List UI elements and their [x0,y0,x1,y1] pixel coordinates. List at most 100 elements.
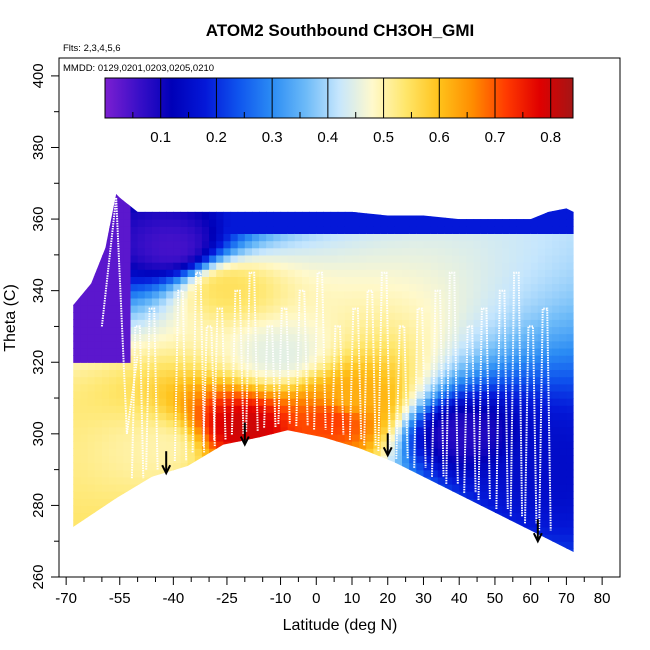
field-cell [144,297,153,306]
field-cell [509,483,517,492]
field-cell [516,269,525,277]
field-cell [273,283,282,292]
field-cell [159,376,167,385]
field-cell [566,240,574,249]
field-cell [94,290,103,299]
field-cell [459,369,467,378]
field-cell [452,398,460,406]
field-cell [366,412,374,421]
field-cell [466,340,475,349]
field-cell [523,448,532,456]
field-cell [187,419,196,428]
field-cell [287,247,296,256]
field-cell [187,219,196,227]
field-cell [187,233,196,242]
field-cell [480,355,489,363]
field-cell [223,226,232,234]
field-cell [73,483,81,492]
field-cell [223,305,232,313]
field-cell [452,412,460,421]
field-cell [466,297,475,306]
field-cell [559,269,567,277]
flight-track [145,307,159,470]
field-cell [566,297,574,306]
field-cell [194,297,203,306]
field-cell [173,455,181,464]
field-cell [373,247,382,256]
field-cell [94,405,103,413]
field-cell [159,383,167,392]
field-cell [87,476,96,485]
field-cell [344,240,353,249]
field-cell [366,419,374,428]
field-cell [494,333,503,342]
field-cell [80,347,89,356]
field-cell [116,376,124,385]
field-cell [344,369,353,378]
field-cell [259,233,267,242]
field-cell [502,333,510,342]
field-cell [387,326,396,335]
field-cell [423,426,432,435]
field-cell [151,333,160,342]
field-cell [287,405,296,413]
field-cell [137,247,146,256]
field-cell [409,419,417,428]
flight-track [295,289,309,427]
field-cell [494,491,503,499]
field-cell [416,390,424,399]
field-cell [159,398,167,406]
field-cell [230,269,239,277]
field-cell [530,483,539,492]
field-cell [394,226,403,234]
field-cell [201,355,210,363]
field-cell [487,276,496,285]
field-cell [337,297,346,306]
field-cell [330,340,339,349]
field-cell [359,305,367,313]
field-cell [209,290,217,299]
field-cell [423,383,432,392]
field-cell [130,297,139,306]
field-cell [187,276,196,285]
field-cell [559,333,567,342]
field-cell [294,362,303,370]
field-cell [109,369,117,378]
field-cell [280,383,289,392]
field-cell [523,247,532,256]
field-cell [73,347,81,356]
field-cell [151,326,160,335]
field-cell [459,347,467,356]
field-cell [94,297,103,306]
field-cell [523,519,532,528]
field-cell [237,398,246,406]
field-cell [330,319,339,328]
field-cell [109,441,117,449]
field-cell [473,326,482,335]
field-cell [487,283,496,292]
field-cell [173,283,181,292]
field-cell [352,398,360,406]
field-cell [252,390,260,399]
field-cell [316,276,324,285]
field-cell [344,254,353,263]
field-cell [244,412,253,421]
field-cell [123,326,131,335]
field-cell [187,369,196,378]
field-cell [459,247,467,256]
field-cell [566,426,574,435]
field-cell [494,240,503,249]
field-cell [523,233,532,242]
field-cell [280,283,289,292]
field-cell [73,512,81,521]
field-cell [280,276,289,285]
field-cell [416,297,424,306]
y-tick-label: 380 [30,135,47,160]
field-cell [559,455,567,464]
field-cell [273,319,282,328]
field-cell [480,262,489,270]
field-cell [402,290,410,299]
field-cell [566,498,574,507]
field-cell [259,262,267,270]
field-cell [459,305,467,313]
